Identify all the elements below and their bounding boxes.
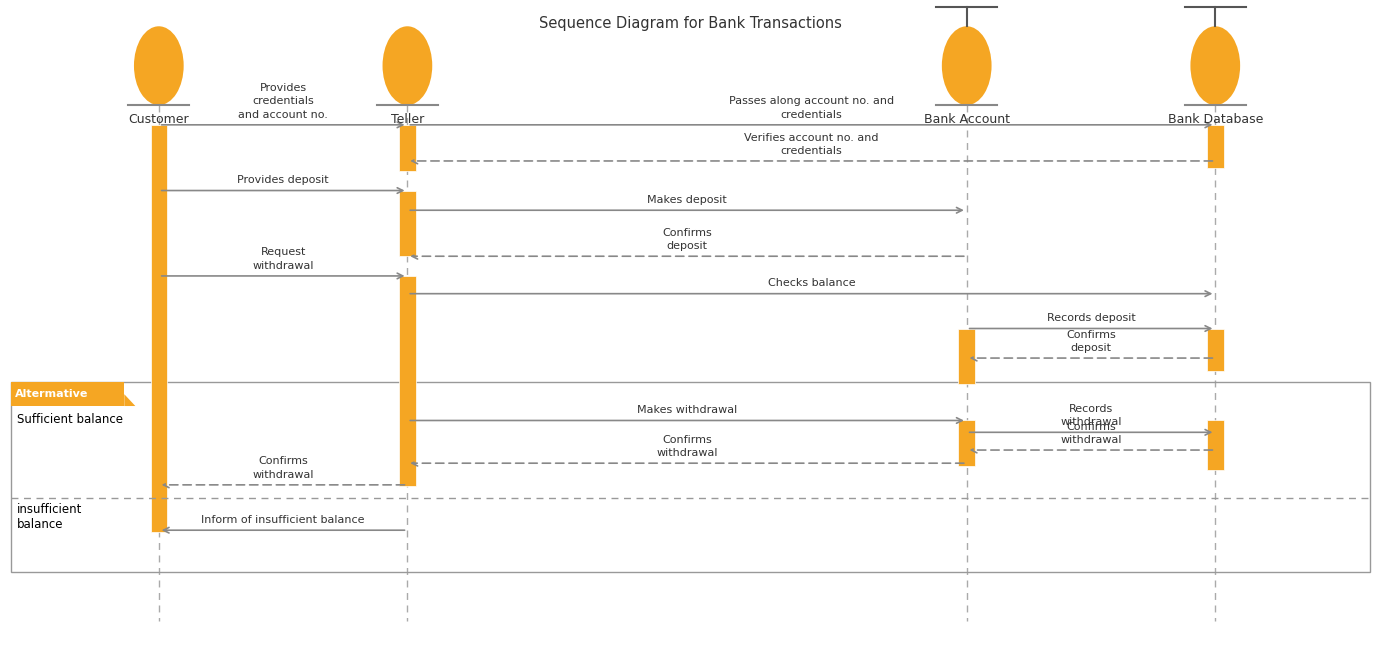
Text: insufficient
balance: insufficient balance [17,503,81,532]
Bar [399,276,416,486]
Bar [958,328,975,384]
Bar [1207,420,1224,470]
Ellipse shape [1190,26,1240,105]
Text: Makes withdrawal: Makes withdrawal [637,405,737,415]
Text: Request
withdrawal: Request withdrawal [253,248,313,271]
Text: Records deposit: Records deposit [1047,313,1135,323]
Polygon shape [124,394,135,406]
Text: Passes along account no. and
credentials: Passes along account no. and credentials [729,97,894,120]
Text: Checks balance: Checks balance [768,279,855,288]
Text: Teller: Teller [391,113,424,126]
Bar [11,382,1370,572]
Text: Confirms
withdrawal: Confirms withdrawal [656,435,718,458]
Bar [399,125,416,171]
Bar [399,191,416,256]
Text: Makes deposit: Makes deposit [648,195,726,205]
Text: Customer: Customer [128,113,189,126]
Text: Confirms
deposit: Confirms deposit [1066,330,1116,353]
Text: Bank Account: Bank Account [924,113,1010,126]
Text: Bank Database: Bank Database [1167,113,1264,126]
Text: Sequence Diagram for Bank Transactions: Sequence Diagram for Bank Transactions [539,16,842,32]
Text: Confirms
withdrawal: Confirms withdrawal [1061,422,1121,445]
Bar [11,382,124,406]
Text: Provides
credentials
and account no.: Provides credentials and account no. [238,83,329,120]
Bar [1207,328,1224,371]
Text: Sufficient balance: Sufficient balance [17,413,123,426]
Text: Confirms
deposit: Confirms deposit [661,228,713,251]
Text: Inform of insufficient balance: Inform of insufficient balance [202,515,365,525]
Bar [151,125,167,532]
Text: Confirms
withdrawal: Confirms withdrawal [253,457,313,480]
Text: Records
withdrawal: Records withdrawal [1061,404,1121,427]
Text: Provides deposit: Provides deposit [238,175,329,185]
Bar [958,420,975,466]
Ellipse shape [134,26,184,105]
Bar [1207,125,1224,168]
Text: Verifies account no. and
credentials: Verifies account no. and credentials [744,133,878,156]
Ellipse shape [942,26,992,105]
Ellipse shape [383,26,432,105]
Text: Altermative: Altermative [15,389,88,399]
